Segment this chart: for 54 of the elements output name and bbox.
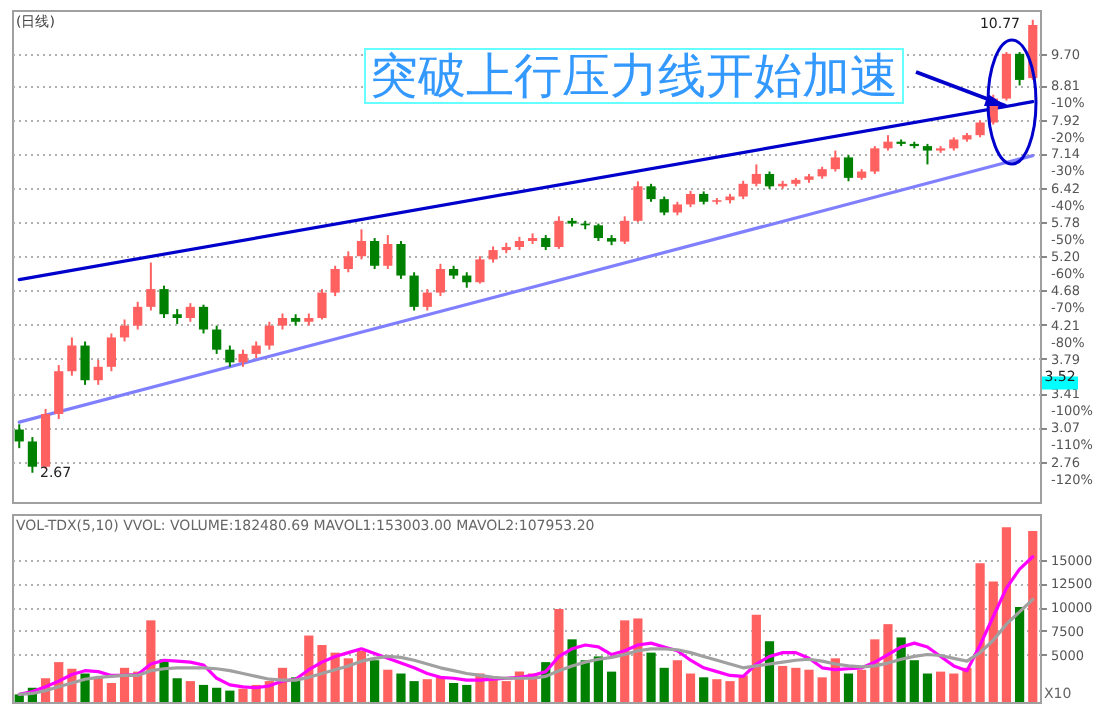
- bar: [633, 618, 643, 702]
- bar: [606, 671, 617, 702]
- bar: [817, 677, 827, 702]
- bar: [449, 683, 459, 702]
- bar: [383, 669, 393, 702]
- bar: [1001, 527, 1012, 702]
- bar: [356, 650, 367, 702]
- bar: [738, 675, 748, 702]
- bar: [396, 673, 406, 702]
- bar: [343, 658, 353, 702]
- bar: [804, 669, 814, 702]
- bar: [593, 656, 603, 702]
- bar: [212, 687, 222, 702]
- bar: [501, 681, 511, 702]
- bar: [185, 681, 195, 702]
- bar: [580, 660, 590, 702]
- bar: [659, 667, 669, 702]
- bar: [435, 677, 446, 702]
- bar: [93, 677, 103, 702]
- bar: [462, 684, 472, 702]
- annotation: 突破上行压力线开始加速: [364, 48, 904, 104]
- bar: [685, 673, 696, 702]
- bar: [238, 688, 248, 702]
- bar: [949, 673, 959, 702]
- bar: [198, 684, 209, 702]
- bar: [646, 652, 656, 702]
- bar: [409, 681, 419, 702]
- bar: [962, 667, 972, 702]
- bar: [712, 679, 722, 702]
- bar: [909, 660, 919, 702]
- bar: [1028, 531, 1038, 702]
- bar: [857, 669, 867, 702]
- bar: [554, 608, 564, 702]
- bar: [146, 620, 156, 702]
- bar: [370, 660, 380, 702]
- bar: [778, 665, 788, 702]
- bar: [422, 679, 432, 702]
- line-series: [17, 555, 1035, 696]
- bar: [699, 677, 709, 702]
- bar: [922, 673, 933, 702]
- bar: [791, 667, 801, 702]
- bar: [751, 614, 761, 702]
- bar: [1014, 607, 1025, 702]
- bar: [883, 624, 893, 702]
- bar: [106, 683, 116, 702]
- bar: [172, 678, 182, 702]
- bar: [843, 673, 854, 702]
- bar: [672, 660, 682, 702]
- bar: [725, 681, 735, 702]
- bar: [936, 671, 946, 702]
- line-series: [17, 597, 1035, 696]
- bar: [620, 620, 630, 702]
- bar: [225, 690, 235, 702]
- bar: [975, 563, 985, 702]
